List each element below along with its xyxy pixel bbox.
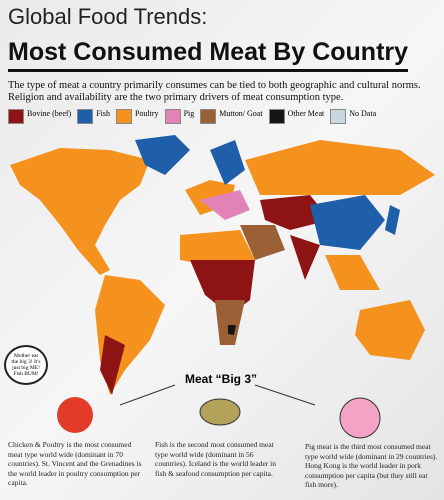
- legend-label: Pig: [183, 109, 195, 118]
- legend-swatch: [116, 109, 132, 124]
- caption: Pig meat is the third most consumed meat…: [305, 442, 438, 489]
- legend-label: Fish: [96, 109, 110, 118]
- intro-text: The type of meat a country primarily con…: [8, 80, 421, 103]
- greenland: [135, 135, 190, 175]
- southeast-asia: [325, 255, 380, 290]
- fish-icon: [199, 398, 241, 426]
- china: [310, 195, 385, 250]
- big3-heading: Meat “Big 3”: [185, 372, 258, 386]
- legend-swatch: [77, 109, 94, 124]
- legend-label: No Data: [349, 109, 377, 118]
- legend-item: No Data: [330, 109, 376, 124]
- legend-item: Bovine (beef): [8, 109, 71, 124]
- chicken-icon: [57, 397, 93, 433]
- legend-item: Fish: [77, 109, 110, 124]
- north-america: [10, 148, 150, 250]
- europe-central: [200, 190, 250, 220]
- big3-icons: [57, 384, 381, 439]
- central-america: [78, 245, 110, 275]
- legend-swatch: [330, 109, 347, 124]
- title-line2: Most Consumed Meat By Country: [8, 38, 409, 72]
- japan: [385, 205, 400, 235]
- legend-swatch: [8, 109, 24, 124]
- legend: Bovine (beef) Fish Poultry Pig Mutton/ Goat O…: [8, 109, 438, 124]
- legend-item: Other Meat: [268, 109, 325, 124]
- africa-other: [228, 325, 236, 335]
- legend-label: Bovine (beef): [27, 109, 72, 118]
- caption: Chicken & Poultry is the most consumed m…: [8, 440, 142, 487]
- map-regions: [10, 135, 435, 395]
- speech-bubble: Mother eat the big 3! It's just big ME! …: [4, 345, 48, 385]
- argentina: [100, 335, 125, 395]
- africa-north: [180, 230, 255, 265]
- legend-swatch: [200, 109, 217, 124]
- legend-item: Pig: [164, 109, 195, 124]
- title-line1: Global Food Trends:: [8, 4, 208, 29]
- legend-label: Mutton/ Goat: [219, 109, 263, 118]
- legend-item: Mutton/ Goat: [200, 109, 263, 124]
- russia: [245, 140, 435, 195]
- legend-label: Poultry: [135, 109, 159, 118]
- pig-icon: [339, 397, 381, 439]
- legend-label: Other Meat: [287, 109, 325, 118]
- legend-item: Poultry: [116, 109, 159, 124]
- arrows: [119, 384, 316, 406]
- australia: [355, 300, 425, 360]
- india: [290, 235, 320, 280]
- scandinavia: [210, 140, 245, 185]
- africa-south: [215, 300, 245, 345]
- legend-swatch: [164, 109, 181, 124]
- central-asia: [260, 195, 330, 230]
- middle-east: [240, 225, 285, 260]
- caption: Fish is the second most consumed meat ty…: [155, 440, 276, 478]
- legend-swatch: [268, 109, 285, 124]
